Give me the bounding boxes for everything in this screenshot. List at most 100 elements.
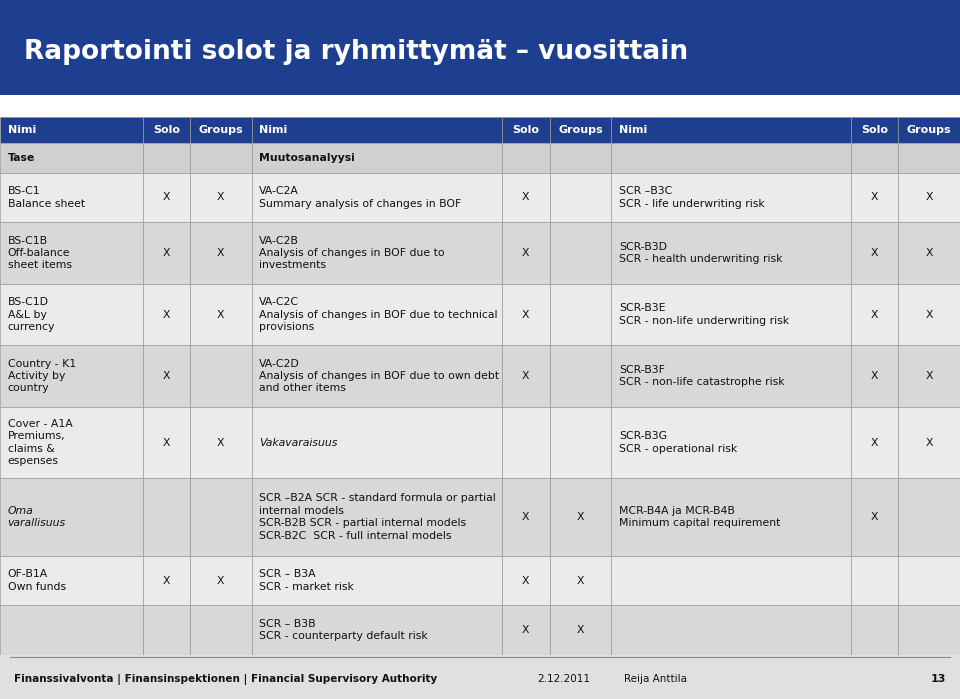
Bar bbox=[0, 222, 142, 284]
Bar bbox=[142, 478, 190, 556]
Bar bbox=[142, 605, 190, 655]
Text: Groups: Groups bbox=[907, 125, 951, 135]
Text: Muutosanalyysi: Muutosanalyysi bbox=[259, 152, 355, 163]
Bar bbox=[142, 345, 190, 407]
Bar bbox=[851, 478, 899, 556]
Text: X: X bbox=[925, 192, 933, 203]
Bar bbox=[190, 117, 252, 143]
Bar bbox=[612, 345, 851, 407]
Bar bbox=[190, 556, 252, 605]
Text: X: X bbox=[577, 625, 585, 635]
Bar bbox=[0, 605, 142, 655]
Bar bbox=[252, 117, 502, 143]
Bar bbox=[190, 605, 252, 655]
Bar bbox=[0, 143, 142, 173]
Bar bbox=[851, 117, 899, 143]
Bar bbox=[899, 284, 960, 345]
Text: X: X bbox=[162, 248, 170, 258]
Bar bbox=[190, 284, 252, 345]
Bar bbox=[550, 222, 612, 284]
Text: SCR-B3D
SCR - health underwriting risk: SCR-B3D SCR - health underwriting risk bbox=[619, 242, 782, 264]
Bar bbox=[502, 556, 550, 605]
Bar bbox=[502, 478, 550, 556]
Text: X: X bbox=[577, 512, 585, 522]
Bar bbox=[899, 478, 960, 556]
Text: X: X bbox=[217, 248, 225, 258]
Text: X: X bbox=[522, 310, 530, 319]
Text: X: X bbox=[925, 310, 933, 319]
Bar bbox=[252, 407, 502, 478]
Text: X: X bbox=[522, 512, 530, 522]
Bar bbox=[550, 605, 612, 655]
Bar bbox=[899, 407, 960, 478]
Text: X: X bbox=[871, 192, 878, 203]
Bar bbox=[550, 345, 612, 407]
Text: X: X bbox=[217, 310, 225, 319]
Bar bbox=[502, 605, 550, 655]
Text: BS-C1
Balance sheet: BS-C1 Balance sheet bbox=[8, 186, 84, 208]
Bar bbox=[851, 173, 899, 222]
Text: Vakavaraisuus: Vakavaraisuus bbox=[259, 438, 338, 447]
Text: VA-C2C
Analysis of changes in BOF due to technical
provisions: VA-C2C Analysis of changes in BOF due to… bbox=[259, 297, 498, 332]
Text: Oma
varallisuus: Oma varallisuus bbox=[8, 506, 66, 528]
Text: SCR – B3A
SCR - market risk: SCR – B3A SCR - market risk bbox=[259, 570, 354, 592]
Text: SCR – B3B
SCR - counterparty default risk: SCR – B3B SCR - counterparty default ris… bbox=[259, 619, 428, 642]
Bar bbox=[851, 605, 899, 655]
Text: Solo: Solo bbox=[513, 125, 540, 135]
Text: X: X bbox=[871, 438, 878, 447]
Bar bbox=[252, 478, 502, 556]
Bar bbox=[899, 345, 960, 407]
Text: X: X bbox=[162, 438, 170, 447]
Text: Solo: Solo bbox=[861, 125, 888, 135]
Bar bbox=[0, 173, 142, 222]
Text: X: X bbox=[871, 310, 878, 319]
Bar bbox=[851, 143, 899, 173]
Bar bbox=[612, 556, 851, 605]
Bar bbox=[0, 407, 142, 478]
Bar bbox=[851, 284, 899, 345]
Bar bbox=[252, 173, 502, 222]
Text: X: X bbox=[871, 248, 878, 258]
Bar bbox=[252, 556, 502, 605]
Text: Solo: Solo bbox=[153, 125, 180, 135]
Text: X: X bbox=[871, 371, 878, 381]
Bar bbox=[502, 173, 550, 222]
Bar bbox=[142, 284, 190, 345]
Bar bbox=[190, 143, 252, 173]
Text: Groups: Groups bbox=[558, 125, 603, 135]
Bar bbox=[0, 478, 142, 556]
Text: SCR-B3F
SCR - non-life catastrophe risk: SCR-B3F SCR - non-life catastrophe risk bbox=[619, 365, 784, 387]
Text: Finanssivalvonta | Finansinspektionen | Financial Supervisory Authority: Finanssivalvonta | Finansinspektionen | … bbox=[14, 674, 438, 685]
Text: SCR-B3G
SCR - operational risk: SCR-B3G SCR - operational risk bbox=[619, 431, 737, 454]
Text: SCR-B3E
SCR - non-life underwriting risk: SCR-B3E SCR - non-life underwriting risk bbox=[619, 303, 789, 326]
Bar bbox=[142, 556, 190, 605]
Text: 2.12.2011: 2.12.2011 bbox=[538, 675, 590, 684]
Text: VA-C2A
Summary analysis of changes in BOF: VA-C2A Summary analysis of changes in BO… bbox=[259, 186, 462, 208]
Text: X: X bbox=[871, 512, 878, 522]
Bar bbox=[0, 345, 142, 407]
Bar bbox=[550, 556, 612, 605]
Bar bbox=[899, 556, 960, 605]
Bar bbox=[142, 173, 190, 222]
Text: X: X bbox=[522, 625, 530, 635]
Bar bbox=[142, 117, 190, 143]
Bar bbox=[899, 143, 960, 173]
Bar bbox=[851, 556, 899, 605]
Text: Raportointi solot ja ryhmittymät – vuosittain: Raportointi solot ja ryhmittymät – vuosi… bbox=[24, 39, 688, 65]
Bar bbox=[612, 173, 851, 222]
Text: X: X bbox=[577, 575, 585, 586]
Text: X: X bbox=[925, 371, 933, 381]
Bar bbox=[612, 143, 851, 173]
Bar bbox=[612, 117, 851, 143]
Bar bbox=[252, 605, 502, 655]
Bar bbox=[142, 407, 190, 478]
Bar bbox=[550, 478, 612, 556]
Text: 13: 13 bbox=[930, 675, 946, 684]
Bar bbox=[612, 222, 851, 284]
Text: VA-C2D
Analysis of changes in BOF due to own debt
and other items: VA-C2D Analysis of changes in BOF due to… bbox=[259, 359, 499, 394]
Bar bbox=[190, 345, 252, 407]
Text: VA-C2B
Analysis of changes in BOF due to
investments: VA-C2B Analysis of changes in BOF due to… bbox=[259, 236, 444, 271]
Bar bbox=[0, 284, 142, 345]
Bar bbox=[142, 143, 190, 173]
Text: X: X bbox=[162, 371, 170, 381]
